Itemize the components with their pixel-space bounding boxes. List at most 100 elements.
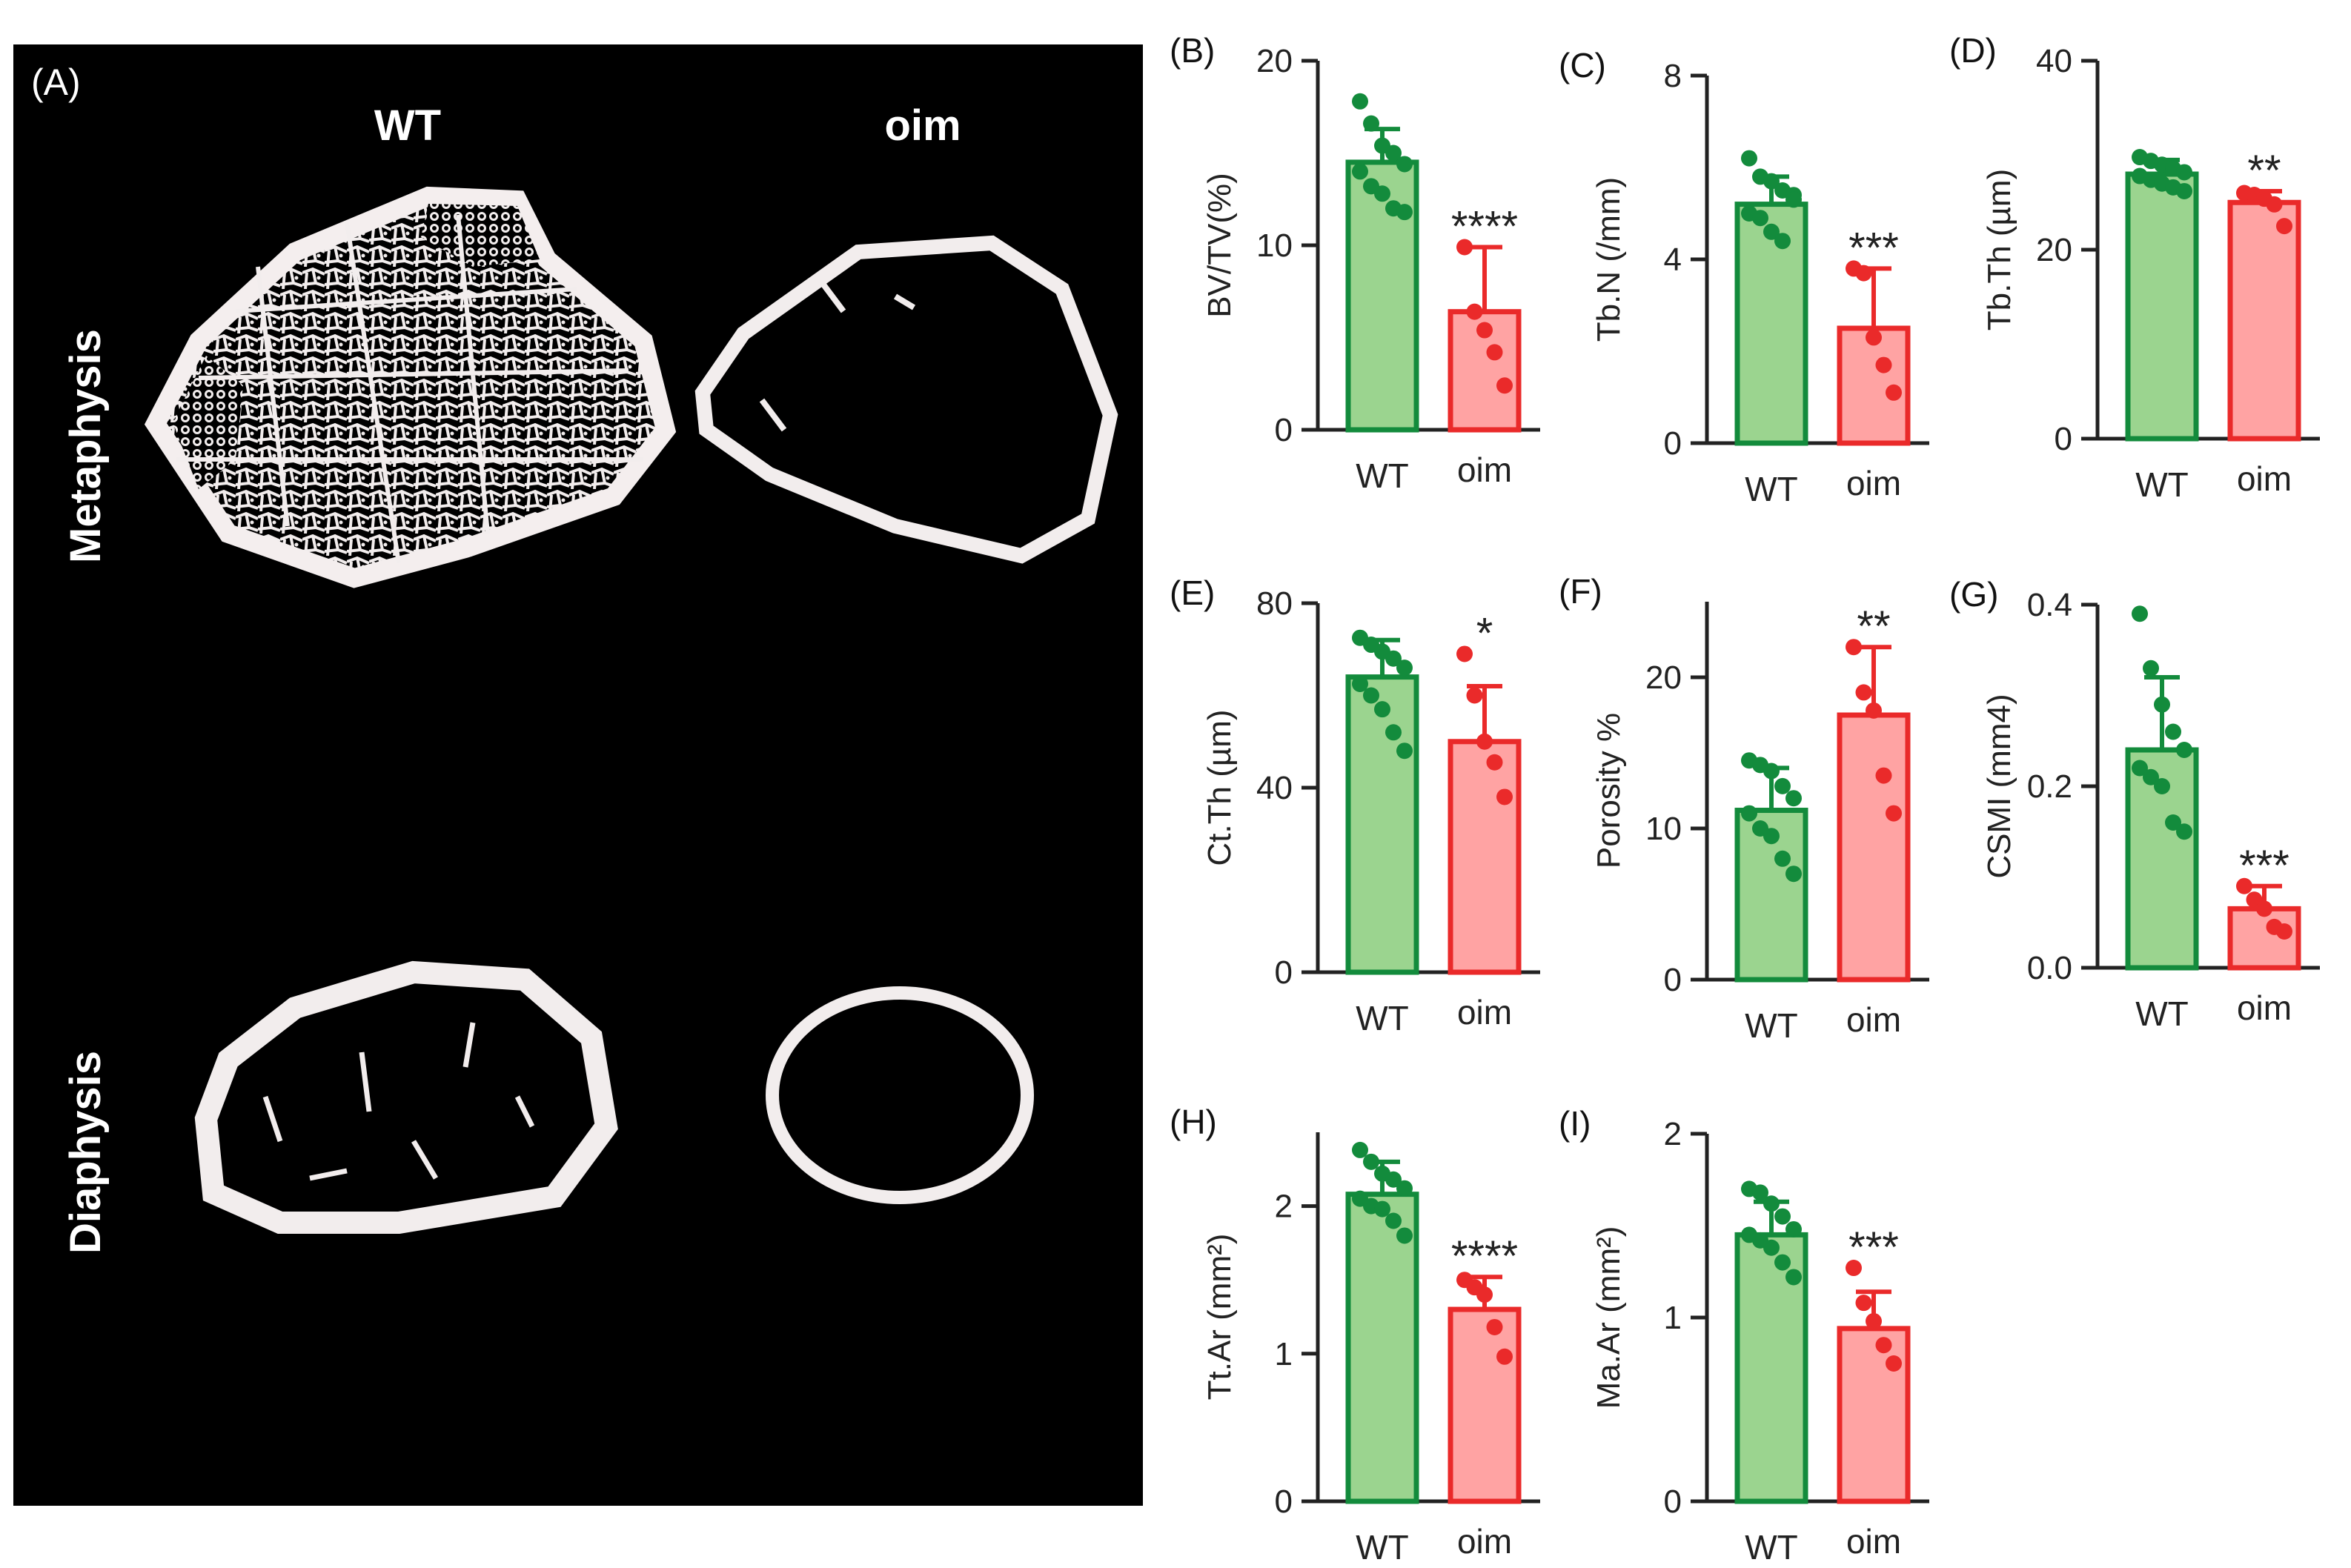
data-point [1476,1286,1493,1303]
x-tick-label: WT [1356,999,1409,1037]
data-point [1456,645,1473,662]
y-tick-label: 8 [1664,58,1682,94]
y-axis-label: Porosity % [1591,713,1627,868]
oim-metaphysis-cross-section [694,235,1118,564]
y-tick-label: 0.0 [2027,950,2072,986]
data-point [2276,218,2292,235]
data-point [1385,144,1402,162]
data-point [1785,866,1802,883]
panel-label: (E) [1170,574,1215,612]
bar-oim [1448,1306,1522,1504]
wt-diaphysis-cross-section [194,960,618,1234]
x-tick-label: oim [1846,1522,1901,1561]
x-tick-label: WT [1356,456,1409,495]
y-axis-label: Ct.Th (µm) [1201,709,1238,866]
data-point [1741,805,1757,822]
data-point [1763,763,1780,780]
bar-wt [1345,674,1419,975]
significance-stars: * [1476,609,1493,657]
data-point [2143,768,2159,785]
data-point [1396,1180,1413,1197]
microct-renderings [144,186,1118,1234]
data-point [2154,696,2170,713]
chart-0: (B) 0 10 20 BV/TV(%) WT oim **** [1170,31,1540,495]
data-point [1363,115,1379,132]
y-axis-label: Tb.N (/mm) [1591,177,1627,342]
column-label-oim: oim [884,102,961,150]
x-tick-label: WT [1745,1006,1798,1045]
data-point [2176,823,2192,840]
data-point [2132,605,2148,622]
x-tick-label: oim [1457,451,1512,489]
data-point [1363,1153,1379,1170]
data-point [1396,743,1413,760]
data-point [1374,1200,1390,1217]
data-point [1352,675,1368,692]
data-point [2276,923,2292,940]
data-point [1785,191,1802,208]
panel-label: (D) [1949,31,1997,70]
x-tick-label: WT [1356,1528,1409,1567]
data-point [1396,156,1413,173]
y-tick-label: 1 [1664,1300,1682,1336]
data-point [2165,723,2181,740]
data-point [1385,724,1402,741]
y-tick-label: 20 [1645,660,1682,696]
data-point [1763,1239,1780,1256]
data-point [1374,701,1390,718]
y-tick-label: 10 [1645,811,1682,847]
chart-7: (I) 0 1 2 Ma.Ar (mm²) WT oim *** [1559,1104,1929,1567]
y-tick-label: 0.2 [2027,768,2072,805]
data-point [1396,204,1413,221]
significance-stars: *** [1848,224,1899,272]
y-axis-label: Tt.Ar (mm²) [1201,1234,1238,1401]
x-tick-label: oim [1457,1522,1512,1561]
data-point [1846,639,1862,656]
data-point [1774,777,1791,794]
data-point [1763,1195,1780,1212]
data-point [1752,210,1768,227]
significance-stars: ** [1857,602,1890,651]
y-tick-label: 2 [1275,1189,1293,1225]
data-point [1385,1171,1402,1188]
data-point [2176,164,2192,181]
significance-stars: **** [1451,202,1518,250]
data-point [2176,742,2192,758]
data-point [1886,805,1902,822]
data-point [1785,790,1802,807]
data-point [1886,384,1902,401]
chart-5: (G) 0.0 0.2 0.4 CSMI (mm4) WT oim *** [1949,575,2320,1033]
y-tick-label: 0 [2055,421,2072,457]
chart-6: (H) 0 1 2 Tt.Ar (mm²) WT oim **** [1170,1103,1540,1567]
y-axis-label: Tb.Th (µm) [1981,169,2017,330]
panel-label: (H) [1170,1103,1217,1141]
y-tick-label: 0 [1664,1484,1682,1520]
data-point [1496,1348,1513,1365]
y-axis-label: BV/TV(%) [1201,173,1238,318]
data-point [1466,687,1483,704]
data-point [1374,185,1390,202]
y-axis-label: CSMI (mm4) [1981,694,2017,878]
data-point [1855,265,1872,282]
data-point [1486,344,1503,361]
y-tick-label: 10 [1256,227,1293,264]
data-point [2256,900,2272,917]
panel-label: (I) [1559,1104,1591,1143]
data-point [1866,1312,1882,1329]
chart-3: (E) 0 40 80 Ct.Th (µm) WT oim * [1170,574,1540,1037]
data-point [1496,377,1513,394]
y-axis-label: Ma.Ar (mm²) [1591,1226,1627,1409]
data-point [1774,1208,1791,1225]
data-point [1855,684,1872,701]
data-point [1875,1337,1892,1354]
data-point [1363,687,1379,704]
bar-wt [1345,1192,1419,1504]
panel-label: (B) [1170,31,1215,70]
bar-oim [1448,309,1522,433]
y-tick-label: 80 [1256,585,1293,622]
data-point [2132,760,2148,777]
panel-label: (G) [1949,575,1998,614]
bar-wt [1734,202,1808,446]
y-tick-label: 40 [1256,770,1293,806]
